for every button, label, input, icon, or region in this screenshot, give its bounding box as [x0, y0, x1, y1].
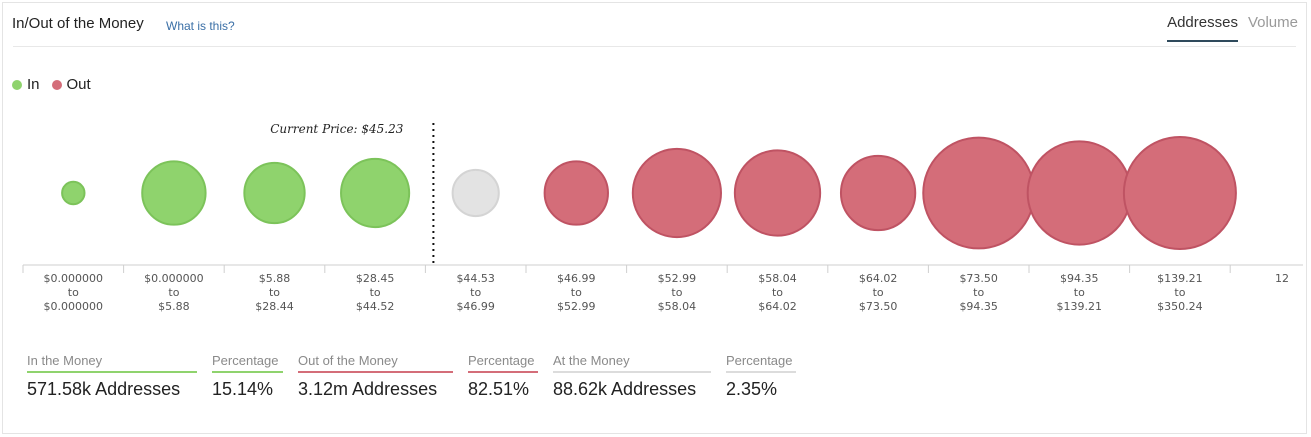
- widget-title: In/Out of the Money: [12, 15, 144, 32]
- x-tick-label: $44.53: [456, 272, 495, 285]
- summary-out-money-value: 3.12m Addresses: [298, 379, 438, 399]
- view-tabs: Addresses Volume: [1167, 14, 1298, 42]
- x-tick-label: $52.99: [658, 272, 697, 285]
- summary-out-money: Out of the Money 3.12m Addresses: [298, 353, 453, 400]
- bubble-out[interactable]: [839, 154, 917, 232]
- bubble-chart: $0.000000to$0.000000$0.000000to$5.88$5.8…: [22, 122, 1303, 313]
- x-tick-label: $52.99: [557, 300, 596, 313]
- bubble-at[interactable]: [451, 168, 500, 218]
- chart-legend: In Out: [12, 76, 97, 93]
- summary-at-percentage-label: Percentage: [726, 353, 796, 373]
- x-tick-label: $73.50: [859, 300, 898, 313]
- summary-in-percentage-value: 15.14%: [212, 379, 274, 399]
- x-tick-label: $64.02: [758, 300, 797, 313]
- x-tick-label: $0.000000: [144, 272, 204, 285]
- x-tick-label: to: [1074, 286, 1085, 299]
- bubble-in[interactable]: [61, 180, 86, 206]
- tab-addresses[interactable]: Addresses: [1167, 14, 1238, 42]
- summary-out-percentage: Percentage 82.51%: [468, 353, 538, 400]
- x-tick-label: to: [1174, 286, 1185, 299]
- bubble-in[interactable]: [340, 157, 411, 229]
- bubble-out[interactable]: [631, 147, 722, 239]
- legend-out-dot: [51, 79, 62, 90]
- x-tick-label: to: [370, 286, 381, 299]
- x-tick-label: $64.02: [859, 272, 898, 285]
- x-tick-label: $94.35: [959, 300, 998, 313]
- summary-out-percentage-value: 82.51%: [468, 379, 530, 399]
- x-tick-label: $28.45: [356, 272, 395, 285]
- x-tick-label: $73.50: [959, 272, 998, 285]
- x-tick-label: $5.88: [259, 272, 291, 285]
- x-tick-label: $5.88: [158, 300, 190, 313]
- x-tick-label: $28.44: [255, 300, 294, 313]
- x-tick-label: to: [973, 286, 984, 299]
- bubble-in[interactable]: [141, 160, 207, 226]
- summary-at-money-label: At the Money: [553, 353, 711, 373]
- legend-in-label: In: [27, 76, 40, 93]
- summary-stats: In the Money 571.58k Addresses Percentag…: [27, 353, 811, 400]
- x-tick-label: $58.04: [658, 300, 697, 313]
- current-price-label: Current Price: $45.23: [270, 122, 404, 136]
- x-tick-label: $139.21: [1157, 272, 1203, 285]
- header-divider: [13, 46, 1296, 47]
- summary-out-money-label: Out of the Money: [298, 353, 453, 373]
- summary-in-money-label: In the Money: [27, 353, 197, 373]
- summary-in-money-value: 571.58k Addresses: [27, 379, 181, 399]
- summary-at-money: At the Money 88.62k Addresses: [553, 353, 711, 400]
- x-tick-label: $94.35: [1060, 272, 1099, 285]
- x-tick-label: to: [772, 286, 783, 299]
- x-tick-label: $0.000000: [44, 300, 104, 313]
- bubble-in[interactable]: [243, 161, 306, 225]
- x-tick-label: $350.24: [1157, 300, 1203, 313]
- summary-out-percentage-label: Percentage: [468, 353, 538, 373]
- x-tick-label: $139.21: [1057, 300, 1103, 313]
- legend-item-out[interactable]: Out: [51, 76, 91, 93]
- x-tick-label: $46.99: [456, 300, 495, 313]
- summary-in-money: In the Money 571.58k Addresses: [27, 353, 197, 400]
- x-tick-label: $0.000000: [44, 272, 104, 285]
- bubble-out[interactable]: [1122, 136, 1237, 250]
- x-tick-label: to: [571, 286, 582, 299]
- bubble-out[interactable]: [922, 136, 1036, 250]
- legend-item-in[interactable]: In: [12, 76, 40, 93]
- what-is-this-link[interactable]: What is this?: [166, 19, 235, 33]
- summary-at-money-value: 88.62k Addresses: [553, 379, 697, 399]
- bubble-out[interactable]: [733, 149, 822, 237]
- tab-volume[interactable]: Volume: [1247, 14, 1298, 31]
- x-tick-label: to: [470, 286, 481, 299]
- summary-in-percentage-label: Percentage: [212, 353, 283, 373]
- x-tick-label: to: [671, 286, 682, 299]
- x-tick-label: to: [168, 286, 179, 299]
- summary-at-percentage-value: 2.35%: [726, 379, 778, 399]
- legend-out-label: Out: [66, 76, 91, 93]
- x-tick-label: to: [68, 286, 79, 299]
- legend-in-dot: [12, 79, 22, 90]
- x-tick-label: $58.04: [758, 272, 797, 285]
- summary-at-percentage: Percentage 2.35%: [726, 353, 796, 400]
- bubble-out[interactable]: [1026, 140, 1132, 246]
- bubble-out[interactable]: [543, 160, 609, 226]
- x-tick-label: $44.52: [356, 300, 395, 313]
- summary-in-percentage: Percentage 15.14%: [212, 353, 283, 400]
- x-tick-label: to: [873, 286, 884, 299]
- x-tick-label: $46.99: [557, 272, 596, 285]
- x-tick-label: to: [269, 286, 280, 299]
- x-tick-label-overflow: 12: [1275, 272, 1289, 285]
